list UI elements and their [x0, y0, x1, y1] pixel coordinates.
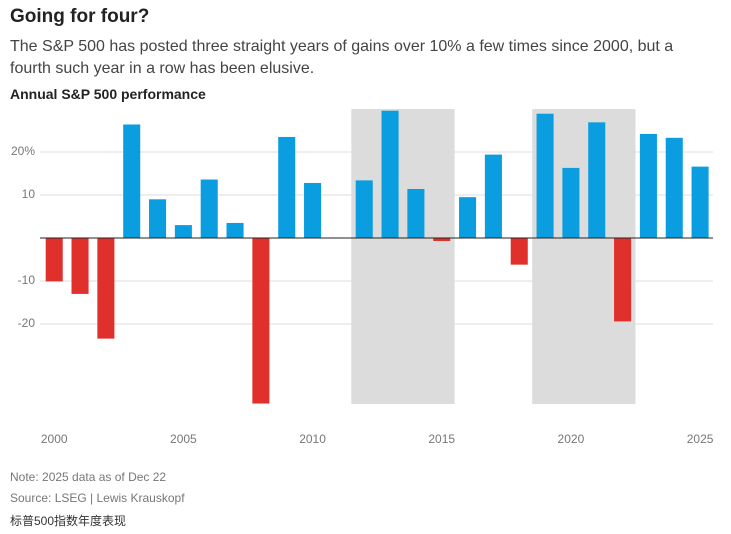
bar	[588, 122, 606, 238]
source: Source: LSEG | Lewis Krauskopf	[10, 491, 185, 505]
bar	[226, 222, 244, 238]
x-tick-label: 2005	[170, 432, 197, 446]
note-chinese: 标普500指数年度表现	[10, 514, 127, 528]
x-tick-label: 2025	[687, 432, 714, 446]
bar	[252, 238, 270, 404]
bar	[614, 238, 632, 322]
bar	[45, 238, 63, 282]
bar	[407, 188, 425, 238]
bar	[510, 238, 528, 265]
bar	[123, 124, 141, 238]
bar	[484, 154, 502, 238]
bar	[149, 199, 167, 238]
bar	[562, 167, 580, 238]
y-tick-label: 10	[22, 187, 36, 201]
x-tick-label: 2015	[428, 432, 455, 446]
bar	[433, 238, 451, 242]
bar	[355, 180, 373, 238]
bar	[278, 136, 296, 238]
bar	[665, 137, 683, 238]
bar	[71, 238, 89, 294]
bar	[174, 225, 192, 238]
y-tick-label: 20%	[11, 144, 35, 158]
x-tick-label: 2010	[299, 432, 326, 446]
bar	[459, 197, 477, 238]
title: Going for four?	[10, 6, 150, 27]
y-tick-label: -10	[18, 273, 36, 287]
note: Note: 2025 data as of Dec 22	[10, 470, 167, 484]
subtitle: The S&P 500 has posted three straight ye…	[10, 38, 674, 77]
bar	[381, 110, 399, 238]
x-tick-label: 2000	[41, 432, 68, 446]
bar	[536, 113, 554, 238]
bar	[304, 182, 322, 238]
bar	[691, 166, 709, 238]
chart: 20% 10 -10 -20 2000 2005 2010 2015 2020 2025	[11, 109, 714, 446]
y-tick-label: -20	[18, 316, 36, 330]
bar	[200, 179, 218, 238]
chart-title: Annual S&P 500 performance	[10, 86, 206, 102]
bar	[639, 133, 657, 238]
x-tick-label: 2020	[558, 432, 585, 446]
shaded-period	[351, 109, 455, 404]
bar	[97, 238, 115, 339]
